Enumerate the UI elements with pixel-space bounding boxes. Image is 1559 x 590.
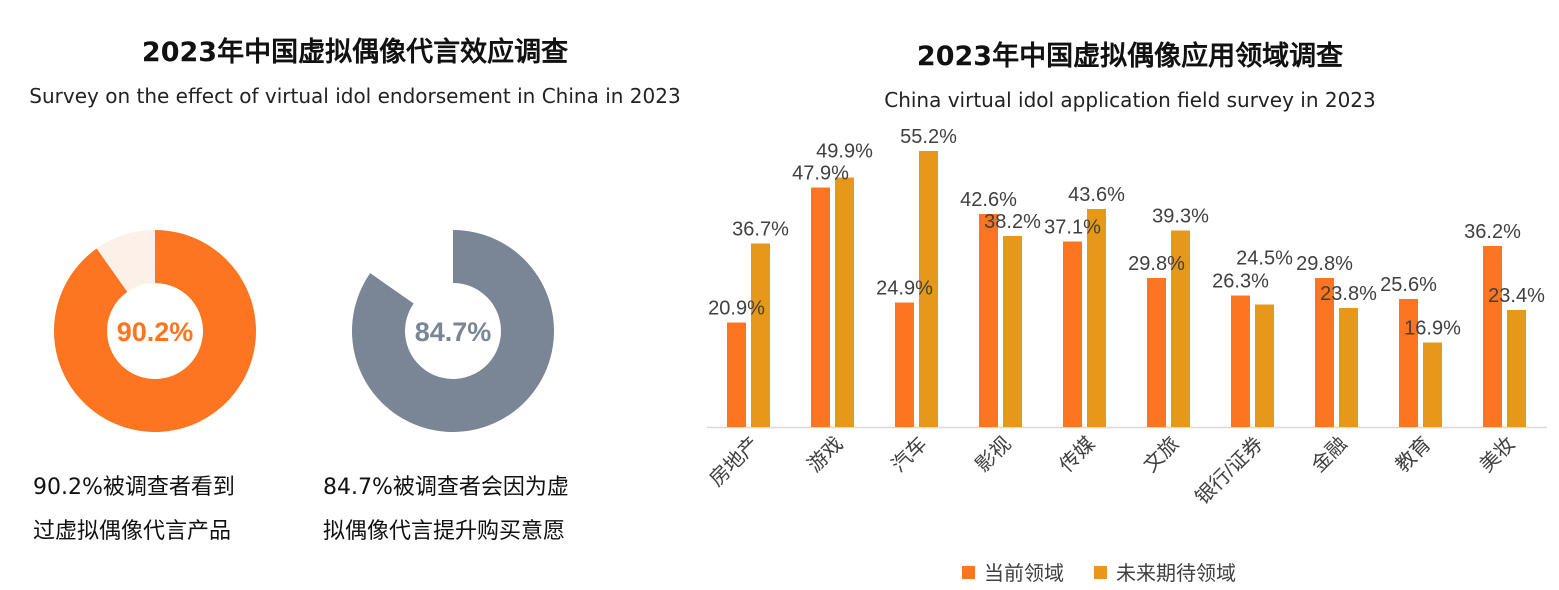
- legend-swatch: [1094, 566, 1107, 579]
- bar-current: [727, 322, 746, 427]
- bar-value-label: 26.3%: [1212, 271, 1269, 293]
- bar-future: [1171, 230, 1190, 427]
- caption-line: 过虚拟偶像代言产品: [33, 519, 232, 544]
- bar-current: [895, 302, 914, 427]
- left-subtitle: Survey on the effect of virtual idol end…: [29, 84, 681, 108]
- bar-value-label: 36.2%: [1464, 221, 1521, 243]
- bar-current: [979, 214, 998, 427]
- donut-segment: [53, 230, 256, 433]
- bar-current: [1147, 278, 1166, 427]
- bar-current: [1399, 299, 1418, 427]
- caption-purchase: 84.7%被调查者会因为虚 拟偶像代言提升购买意愿: [323, 466, 569, 554]
- category-tick-label: 传媒: [1055, 432, 1100, 477]
- legend-label: 未来期待领域: [1116, 562, 1236, 585]
- legend-item: 未来期待领域: [1094, 562, 1236, 585]
- bar-future: [1255, 304, 1274, 427]
- bar-value-label: 23.8%: [1320, 283, 1377, 305]
- bar-value-label: 38.2%: [984, 211, 1041, 233]
- caption-line: 90.2%被调查者看到: [33, 475, 235, 500]
- bar-current: [811, 187, 830, 427]
- caption-line: 84.7%被调查者会因为虚: [323, 475, 569, 500]
- bar-future: [835, 177, 854, 427]
- donut-value-label: 90.2%: [117, 317, 194, 347]
- category-tick-label: 文旅: [1139, 432, 1184, 477]
- bar-value-label: 36.7%: [732, 219, 789, 241]
- bar-value-label: 20.9%: [708, 298, 765, 320]
- bar-value-label: 55.2%: [900, 126, 957, 148]
- donut-segment: [352, 230, 554, 432]
- bar-value-label: 24.9%: [876, 278, 933, 300]
- bar-current: [1231, 295, 1250, 427]
- bar-value-label: 24.5%: [1236, 248, 1293, 270]
- category-tick-label: 房地产: [705, 432, 764, 491]
- chart-subtitle: China virtual idol application field sur…: [884, 88, 1376, 112]
- left-title: 2023年中国虚拟偶像代言效应调查: [141, 37, 569, 68]
- donut-charts: 90.2% 84.7%: [53, 230, 554, 433]
- category-tick-label: 汽车: [887, 432, 932, 477]
- bar-value-label: 29.8%: [1128, 253, 1185, 275]
- bar-current: [1063, 241, 1082, 427]
- bar-future: [1003, 236, 1022, 427]
- bar-value-label: 49.9%: [816, 141, 873, 163]
- bar-future: [1339, 308, 1358, 427]
- legend-item: 当前领域: [962, 562, 1064, 585]
- category-tick-label: 影视: [971, 432, 1016, 477]
- bar-future: [919, 151, 938, 427]
- caption-seen: 90.2%被调查者看到 过虚拟偶像代言产品: [33, 466, 235, 554]
- bar-value-label: 43.6%: [1068, 184, 1125, 206]
- bar-value-label: 23.4%: [1488, 285, 1545, 307]
- bar-value-label: 42.6%: [960, 189, 1017, 211]
- donut-remainder: [96, 230, 155, 292]
- bar-value-label: 16.9%: [1404, 318, 1461, 340]
- legend-label: 当前领域: [984, 562, 1064, 585]
- bar-future: [1507, 310, 1526, 427]
- donut-remainder: [370, 230, 453, 304]
- bar-future: [1423, 342, 1442, 427]
- legend-swatch: [962, 566, 975, 579]
- donut-seen-endorsement: 90.2%: [53, 230, 256, 433]
- donut-purchase-intent: 84.7%: [352, 230, 554, 432]
- category-tick-label: 银行/证券: [1191, 432, 1268, 509]
- bar-value-label: 29.8%: [1296, 253, 1353, 275]
- caption-line: 拟偶像代言提升购买意愿: [323, 519, 566, 544]
- bar-value-label: 37.1%: [1044, 217, 1101, 239]
- bar-future: [751, 243, 770, 427]
- donut-value-label: 84.7%: [415, 317, 492, 347]
- chart-title: 2023年中国虚拟偶像应用领域调查: [916, 41, 1344, 72]
- bar-value-label: 25.6%: [1380, 274, 1437, 296]
- category-tick-label: 金融: [1307, 432, 1352, 477]
- bar-future: [1087, 209, 1106, 427]
- bar-current: [1315, 278, 1334, 427]
- bar-value-label: 47.9%: [792, 163, 849, 185]
- bar-value-label: 39.3%: [1152, 206, 1209, 228]
- category-tick-label: 教育: [1391, 432, 1436, 477]
- category-tick-label: 美妆: [1475, 432, 1520, 477]
- bar-current: [1483, 246, 1502, 427]
- category-tick-label: 游戏: [803, 432, 848, 477]
